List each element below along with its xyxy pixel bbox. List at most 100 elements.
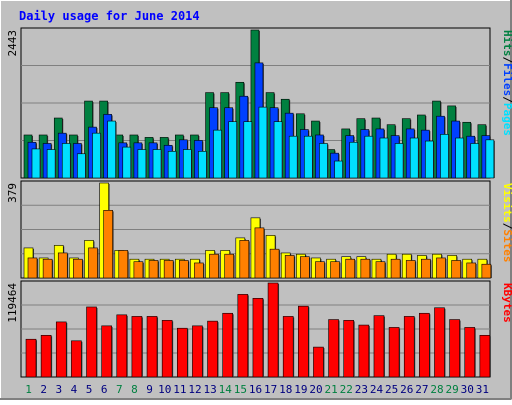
bar-sites-day-1 [27,257,38,279]
bar-kbytes-day-25 [388,327,400,378]
bar-pages-day-7 [122,146,132,179]
bar-kbytes-day-7 [116,314,128,378]
bar-kbytes-day-23 [358,324,370,378]
day-label-17: 17 [264,383,277,396]
bar-sites-day-24 [375,261,386,279]
legend-item-hits: Hits [501,30,512,57]
bar-sites-day-4 [73,258,83,279]
day-label-12: 12 [188,383,201,396]
legend-separator: / [501,223,512,230]
bar-kbytes-day-2 [40,334,52,378]
bar-pages-day-20 [319,143,328,179]
bar-kbytes-day-21 [328,319,339,378]
bar-pages-day-1 [31,148,41,179]
day-label-11: 11 [173,383,186,396]
day-label-29: 29 [446,383,459,396]
bar-kbytes-day-5 [86,306,97,378]
x-axis-day-labels: 1 2 3 4 5 6 7 8 9 10 11 12 13 14 15 16 17 18 19 20 21 22 23 24 2… [25,383,489,396]
bar-sites-day-3 [57,252,68,279]
day-label-18: 18 [279,383,292,396]
bar-kbytes-day-24 [373,315,385,378]
bar-sites-day-30 [466,262,477,279]
day-label-25: 25 [385,383,398,396]
bar-kbytes-day-8 [131,316,143,378]
bar-sites-day-25 [390,258,401,279]
bar-kbytes-day-18 [282,316,294,378]
panel-visits-sites: 379 Visits/Sites [6,180,512,279]
bar-kbytes-day-10 [161,320,173,378]
bar-pages-day-25 [394,143,404,179]
day-label-27: 27 [415,383,428,396]
bar-kbytes-day-20 [313,346,324,378]
bar-pages-day-27 [425,140,434,179]
legend-separator: / [501,57,512,64]
bar-sites-day-31 [481,263,492,279]
legend-item-sites: Sites [501,229,512,262]
bar-pages-day-26 [409,137,419,179]
bar-pages-day-13 [213,129,222,179]
bar-pages-day-18 [288,135,298,179]
day-label-8: 8 [131,383,138,396]
legend-item-files: Files [501,63,512,96]
bar-kbytes-day-26 [403,316,415,378]
bar-kbytes-day-27 [419,312,430,378]
bar-kbytes-day-15 [237,294,249,378]
legend-item-pages: Pages [501,103,512,136]
bar-kbytes-day-29 [449,319,460,378]
bar-pages-day-16 [258,106,268,179]
day-label-19: 19 [294,383,307,396]
day-label-23: 23 [355,383,368,396]
bar-sites-day-27 [421,258,431,279]
legend-kbytes: KBytes [501,283,512,323]
bar-sites-day-14 [224,253,234,279]
bar-sites-day-23 [360,258,371,279]
bar-pages-day-2 [46,149,56,179]
bar-kbytes-day-31 [479,334,491,378]
day-label-10: 10 [158,383,171,396]
day-label-26: 26 [400,383,413,396]
bar-pages-day-30 [470,143,480,179]
bar-sites-day-12 [194,262,204,279]
bar-kbytes-day-16 [252,298,264,378]
bar-pages-day-12 [198,151,207,179]
bar-kbytes-day-4 [71,340,82,378]
bar-kbytes-day-1 [25,338,37,378]
legend-hits-files-pages: Hits/Files/Pages [501,30,512,136]
chart-panels: 2443Hits/Files/Pages379Visits/Sites11946… [6,27,512,378]
max-label-hits-files-pages: 2443 [6,30,19,57]
bar-kbytes-day-3 [55,321,67,378]
bar-kbytes-day-6 [101,325,112,378]
bar-pages-day-17 [273,121,283,179]
panel-kbytes: 119464 KBytes [6,280,512,378]
day-label-4: 4 [71,383,78,396]
bar-pages-day-11 [182,149,192,179]
day-label-7: 7 [116,383,123,396]
bar-kbytes-day-13 [207,320,218,378]
bar-pages-day-23 [364,135,374,179]
max-label-kbytes: 119464 [6,283,19,323]
bar-pages-day-28 [440,134,449,179]
bar-sites-day-20 [315,261,325,279]
bar-pages-day-22 [349,141,359,179]
bar-pages-day-19 [304,135,313,179]
bar-sites-day-5 [88,247,98,279]
bar-sites-day-19 [300,256,310,279]
day-label-22: 22 [340,383,353,396]
bar-sites-day-11 [178,260,189,279]
bar-sites-day-7 [118,250,129,279]
bar-sites-day-6 [103,210,113,279]
bar-pages-day-6 [107,120,116,179]
bar-pages-day-9 [152,149,162,179]
day-label-9: 9 [146,383,153,396]
bar-pages-day-10 [167,151,177,179]
bar-kbytes-day-14 [222,312,233,378]
bar-pages-day-31 [485,139,495,179]
bar-pages-day-24 [379,137,389,179]
day-label-20: 20 [309,383,322,396]
day-label-13: 13 [203,383,216,396]
bar-kbytes-day-19 [298,305,309,378]
bar-pages-day-4 [77,153,86,179]
bar-pages-day-15 [243,121,253,179]
